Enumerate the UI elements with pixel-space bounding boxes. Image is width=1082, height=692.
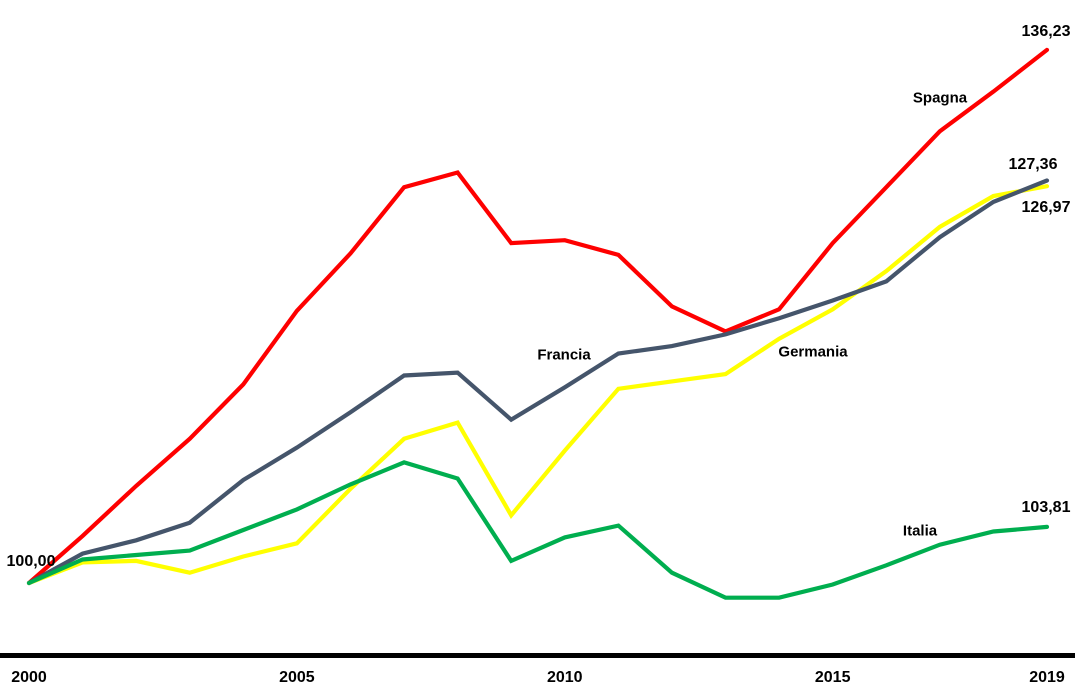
x-tick-2015: 2015: [814, 669, 851, 686]
series-label-italia: Italia: [902, 522, 938, 540]
x-tick-2010: 2010: [546, 669, 583, 686]
end-value-label-spagna: 136,23: [1021, 23, 1071, 40]
x-tick-2005: 2005: [279, 669, 315, 686]
x-tick-2000: 2000: [11, 669, 47, 686]
x-tick-2019: 2019: [1029, 669, 1065, 686]
series-line-francia: [26, 178, 1050, 586]
series-line-italia: [26, 460, 1050, 600]
series-label-spagna: Spagna: [912, 89, 968, 107]
start-value-label: 100,00: [6, 553, 56, 570]
series-label-germania: Germania: [778, 343, 848, 361]
series-line-germania: [26, 184, 1050, 586]
series-label-francia: Francia: [537, 346, 591, 364]
end-value-label-italia: 103,81: [1021, 499, 1071, 516]
series-line-spagna: [26, 47, 1050, 586]
end-value-label-germania: 126,97: [1021, 199, 1071, 216]
x-axis-line: [0, 653, 1075, 658]
end-value-label-francia: 127,36: [1008, 156, 1058, 173]
